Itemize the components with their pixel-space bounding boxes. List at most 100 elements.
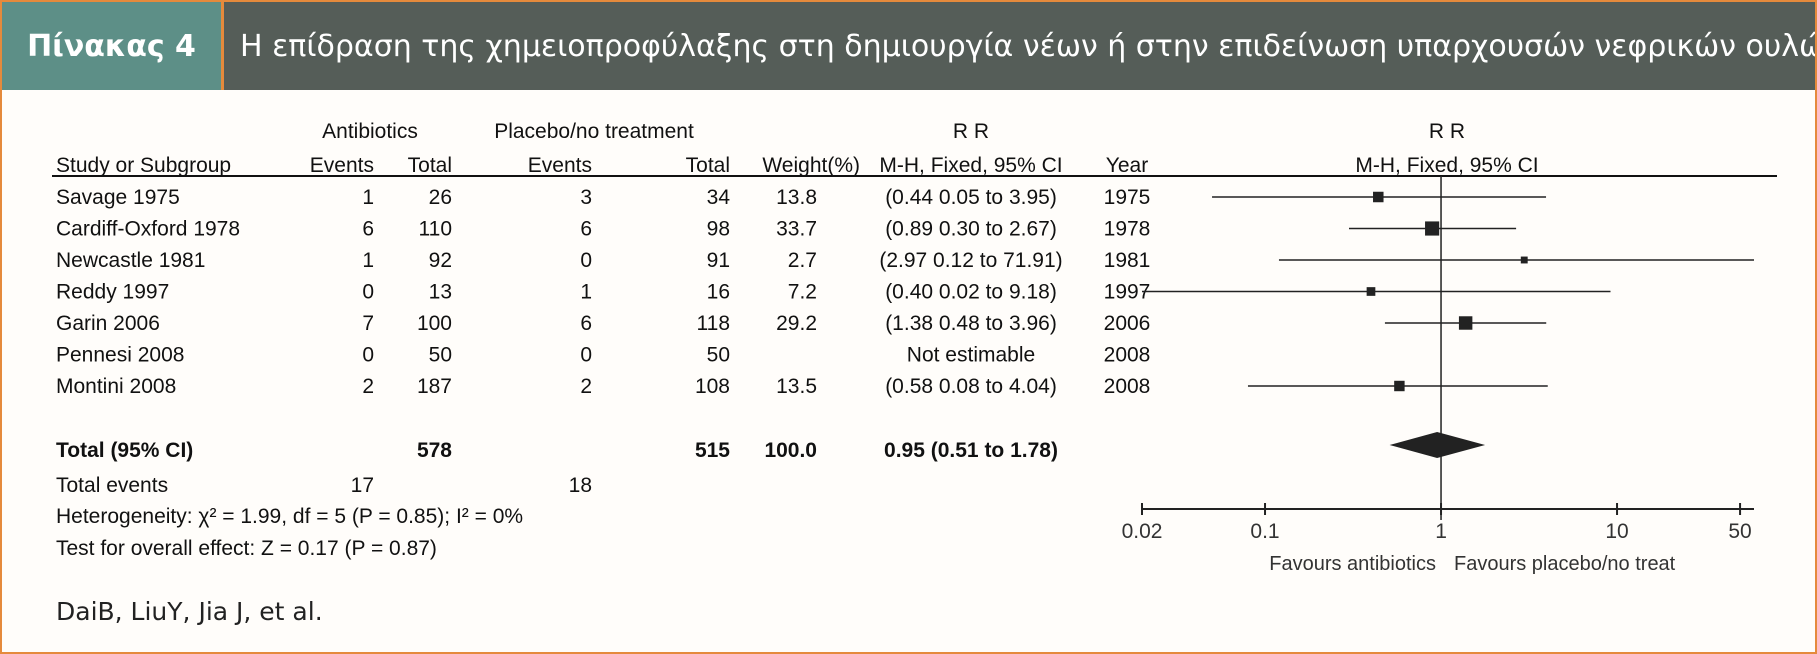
- total1-cell: 187: [417, 375, 452, 398]
- favours-left-label: Favours antibiotics: [1269, 553, 1436, 575]
- total1-cell: 26: [429, 186, 452, 209]
- citation: DaiB, LiuY, Jia J, et al.: [56, 597, 323, 626]
- table-title: Η επίδραση της χημειοπροφύλαξης στη δημι…: [224, 2, 1815, 90]
- ci-cell: (0.58 0.08 to 4.04): [885, 375, 1057, 398]
- ci-cell: (1.38 0.48 to 3.96): [885, 312, 1057, 335]
- events2-cell: 6: [580, 218, 592, 241]
- total2-cell: 91: [707, 249, 730, 272]
- total-events-label: Total events: [56, 474, 168, 497]
- header-total1: Total: [408, 154, 452, 177]
- total1-cell: 92: [429, 249, 452, 272]
- total1-cell: 110: [419, 218, 452, 241]
- weight-cell: 7.2: [788, 281, 817, 304]
- total-ci: 0.95 (0.51 to 1.78): [884, 439, 1058, 462]
- total-total2: 515: [695, 439, 730, 462]
- study-name: Garin 2006: [56, 312, 160, 335]
- total-events1: 17: [351, 474, 374, 497]
- total1-cell: 50: [429, 344, 452, 367]
- header-weight: Weight(%): [762, 154, 860, 177]
- events2-cell: 1: [580, 281, 592, 304]
- point-estimate: [1520, 256, 1528, 264]
- total-weight: 100.0: [764, 439, 817, 462]
- events1-cell: 0: [362, 344, 374, 367]
- year-cell: 1981: [1104, 249, 1151, 272]
- weight-cell: 13.8: [776, 186, 817, 209]
- year-cell: 1997: [1104, 281, 1151, 304]
- point-estimate: [1394, 380, 1405, 392]
- ci-cell: (0.89 0.30 to 2.67): [885, 218, 1057, 241]
- events2-cell: 3: [580, 186, 592, 209]
- x-tick-label: 0.02: [1122, 520, 1163, 543]
- pooled-diamond: [1389, 432, 1486, 458]
- events2-cell: 0: [580, 344, 592, 367]
- total-label: Total (95% CI): [56, 439, 193, 462]
- total-total1: 578: [417, 439, 452, 462]
- events1-cell: 1: [362, 186, 374, 209]
- events1-cell: 7: [362, 312, 374, 335]
- weight-cell: 13.5: [776, 375, 817, 398]
- table-number-label: Πίνακας 4: [2, 2, 224, 90]
- events1-cell: 6: [362, 218, 374, 241]
- total2-cell: 108: [695, 375, 730, 398]
- header-total2: Total: [686, 154, 730, 177]
- weight-cell: 33.7: [776, 218, 817, 241]
- header-method-text: M-H, Fixed, 95% CI: [879, 154, 1062, 177]
- ci-cell: (0.44 0.05 to 3.95): [885, 186, 1057, 209]
- total2-cell: 98: [707, 218, 730, 241]
- events2-cell: 2: [580, 375, 592, 398]
- header-events2: Events: [528, 154, 592, 177]
- total1-cell: 13: [429, 281, 452, 304]
- ci-cell: (2.97 0.12 to 71.91): [879, 249, 1062, 272]
- year-cell: 1975: [1104, 186, 1151, 209]
- year-cell: 2008: [1104, 344, 1151, 367]
- study-rows: Savage 1975 1 26 3 34 13.8 (0.44 0.05 to 3.95)…: [56, 186, 1150, 398]
- study-name: Newcastle 1981: [56, 249, 205, 272]
- overall-effect-text: Test for overall effect: Z = 0.17 (P = 0…: [56, 537, 437, 560]
- weight-cell: 29.2: [776, 312, 817, 335]
- point-estimate: [1425, 221, 1440, 236]
- x-tick-label: 50: [1728, 520, 1751, 543]
- header-year: Year: [1106, 154, 1148, 177]
- events1-cell: 0: [362, 281, 374, 304]
- total2-cell: 50: [707, 344, 730, 367]
- year-cell: 1978: [1104, 218, 1151, 241]
- point-estimate: [1373, 191, 1384, 203]
- year-cell: 2006: [1104, 312, 1151, 335]
- table-header-bar: Πίνακας 4 Η επίδραση της χημειοπροφύλαξη…: [2, 2, 1815, 90]
- header-group-placebo: Placebo/no treatment: [494, 120, 694, 143]
- header-method-plot: M-H, Fixed, 95% CI: [1355, 154, 1538, 177]
- study-name: Pennesi 2008: [56, 344, 184, 367]
- study-name: Savage 1975: [56, 186, 180, 209]
- ci-cell: (0.40 0.02 to 9.18): [885, 281, 1057, 304]
- header-rr-plot: R R: [1429, 120, 1465, 143]
- favours-right-label: Favours placebo/no treat: [1454, 553, 1676, 575]
- weight-cell: 2.7: [788, 249, 817, 272]
- total1-cell: 100: [417, 312, 452, 335]
- study-name: Cardiff-Oxford 1978: [56, 218, 240, 241]
- total-events2: 18: [569, 474, 592, 497]
- ci-cell: Not estimable: [907, 344, 1035, 367]
- total2-cell: 34: [707, 186, 731, 209]
- header-study: Study or Subgroup: [56, 154, 231, 177]
- header-group-antibiotics: Antibiotics: [322, 120, 418, 143]
- study-name: Montini 2008: [56, 375, 176, 398]
- events2-cell: 6: [580, 312, 592, 335]
- heterogeneity-text: Heterogeneity: χ² = 1.99, df = 5 (P = 0.…: [56, 505, 523, 528]
- point-estimate: [1458, 316, 1473, 330]
- header-rr-text: R R: [953, 120, 989, 143]
- x-tick-label: 10: [1605, 520, 1628, 543]
- study-name: Reddy 1997: [56, 281, 169, 304]
- x-tick-label: 0.1: [1250, 520, 1279, 543]
- events1-cell: 1: [362, 249, 374, 272]
- x-tick-label: 1: [1435, 520, 1447, 543]
- events1-cell: 2: [362, 375, 374, 398]
- plot-area: 0.02 0.1 1 10 50: [1122, 176, 1754, 543]
- forest-plot: Antibiotics Placebo/no treatment R R R R…: [52, 120, 1777, 575]
- header-events1: Events: [310, 154, 374, 177]
- total2-cell: 16: [707, 281, 730, 304]
- total2-cell: 118: [697, 312, 730, 335]
- events2-cell: 0: [580, 249, 592, 272]
- year-cell: 2008: [1104, 375, 1151, 398]
- point-estimate: [1366, 287, 1376, 296]
